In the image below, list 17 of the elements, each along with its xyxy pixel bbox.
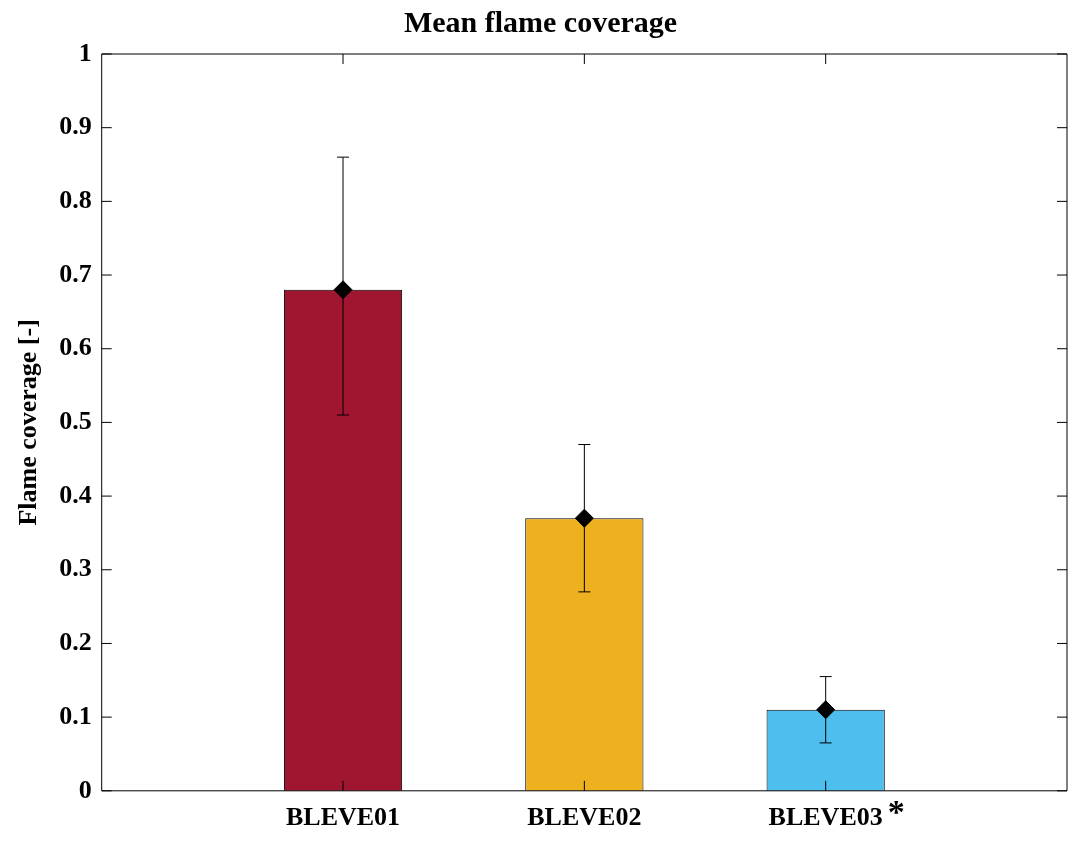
y-tick-label: 0.2: [59, 627, 92, 657]
y-tick-label: 0.8: [59, 185, 92, 215]
y-tick-label: 0.9: [59, 111, 92, 141]
x-tick-label: BLEVE02: [527, 802, 642, 832]
y-tick-label: 0.1: [59, 700, 92, 730]
y-tick-label: 0.7: [59, 258, 92, 288]
y-tick-label: 0.4: [59, 479, 92, 509]
y-tick-label: 1: [78, 37, 92, 67]
x-tick-label: BLEVE01: [285, 802, 401, 832]
text: *: [887, 792, 905, 830]
chart-title: Mean flame coverage: [403, 4, 678, 38]
x-tick-label: BLEVE03: [768, 802, 883, 832]
y-tick-label: 0.3: [59, 553, 92, 583]
y-axis-title: Flame coverage [-]: [13, 319, 43, 526]
y-tick-label: 0: [78, 774, 92, 804]
y-tick-label: 0.5: [59, 406, 92, 436]
y-tick-label: 0.6: [59, 332, 92, 362]
